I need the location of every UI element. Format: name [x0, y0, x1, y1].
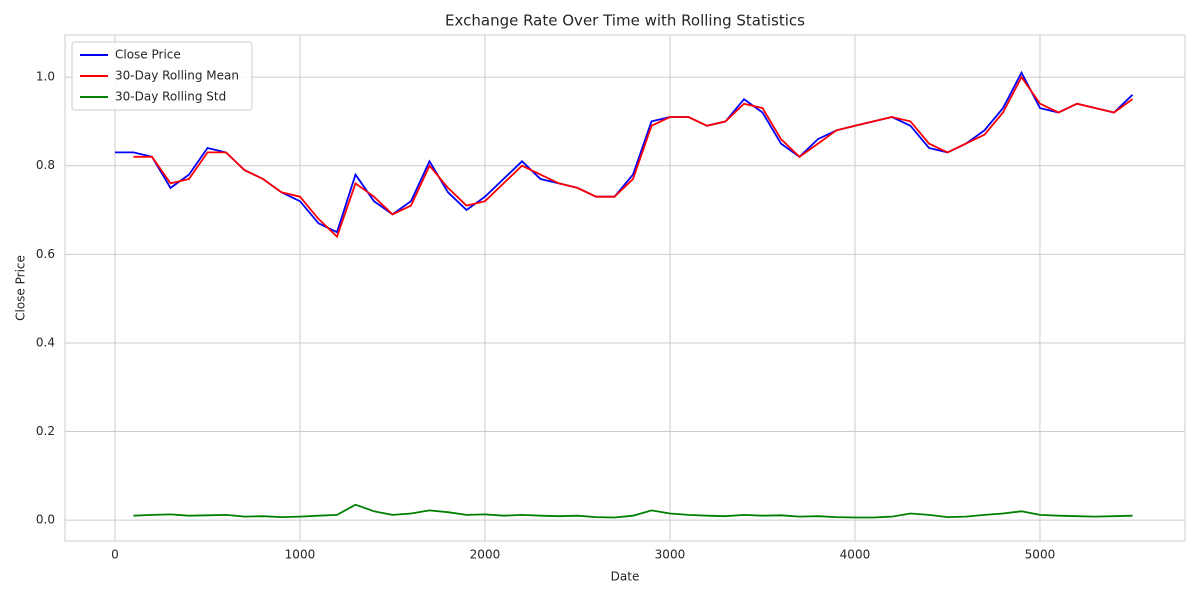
x-tick-label: 5000	[1025, 548, 1056, 562]
plot-frame	[64, 34, 1186, 542]
x-tick-label: 2000	[470, 548, 501, 562]
series-line	[115, 70, 1134, 234]
y-axis-label: Close Price	[14, 255, 28, 321]
series-line	[133, 503, 1133, 519]
series-line	[133, 75, 1134, 239]
y-tick-label: 1.0	[36, 70, 55, 84]
x-tick-label: 1000	[285, 548, 316, 562]
x-axis-label: Date	[611, 570, 640, 584]
x-tick-label: 4000	[840, 548, 871, 562]
legend-label: Close Price	[115, 48, 181, 62]
y-tick-label: 0.4	[36, 335, 55, 349]
legend-label: 30-Day Rolling Std	[115, 90, 226, 104]
chart-title: Exchange Rate Over Time with Rolling Sta…	[445, 12, 805, 30]
legend-box	[71, 41, 253, 111]
y-tick-label: 0.8	[36, 158, 55, 172]
y-tick-label: 0.2	[36, 424, 55, 438]
y-tick-label: 0.0	[36, 513, 55, 527]
legend-label: 30-Day Rolling Mean	[115, 69, 239, 83]
x-tick-label: 3000	[655, 548, 686, 562]
y-tick-label: 0.6	[36, 247, 55, 261]
x-tick-label: 0	[111, 548, 119, 562]
